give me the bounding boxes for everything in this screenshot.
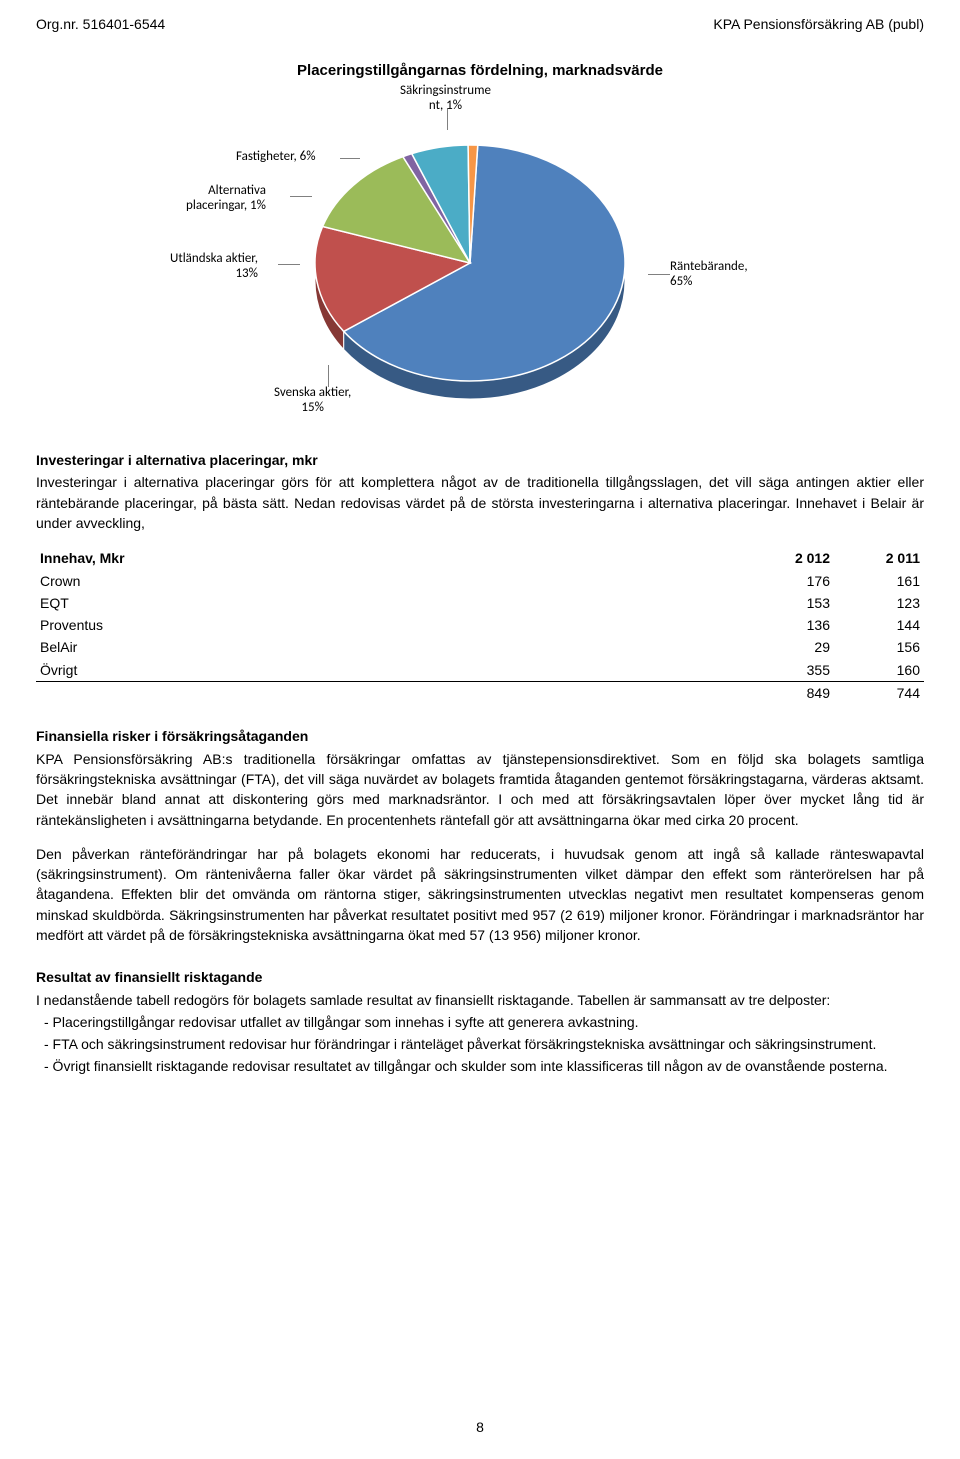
col-name: Innehav, Mkr (36, 547, 744, 569)
pie-label-svenska-aktier: Svenska aktier,15% (274, 386, 351, 416)
section1-body: Investeringar i alternativa placeringar … (36, 472, 924, 533)
table-row: Proventus 136 144 (36, 614, 924, 636)
section3-intro: I nedanstående tabell redogörs för bolag… (36, 990, 924, 1010)
table-row: Övrigt 355 160 (36, 659, 924, 682)
table-row: EQT 153 123 (36, 592, 924, 614)
org-number: Org.nr. 516401-6544 (36, 14, 165, 34)
holdings-table: Innehav, Mkr 2 012 2 011 Crown 176 161 E… (36, 547, 924, 704)
page-number: 8 (0, 1417, 960, 1437)
bullet-3: - Övrigt finansiellt risktagande redovis… (44, 1056, 924, 1076)
bullet-1: - Placeringstillgångar redovisar utfalle… (44, 1012, 924, 1032)
chart-title: Placeringstillgångarnas fördelning, mark… (36, 60, 924, 82)
table-header-row: Innehav, Mkr 2 012 2 011 (36, 547, 924, 569)
table-row: BelAir 29 156 (36, 636, 924, 658)
table-total-row: 849 744 (36, 682, 924, 705)
pie-label-alternativa: Alternativaplaceringar, 1% (186, 184, 266, 214)
pie-label-rantebarande: Räntebärande,65% (670, 260, 748, 290)
bullet-2: - FTA och säkringsinstrument redovisar h… (44, 1034, 924, 1054)
pie-label-sakring: Säkringsinstrument, 1% (400, 84, 491, 114)
section2-p2: Den påverkan ränteförändringar har på bo… (36, 844, 924, 945)
col-2012: 2 012 (744, 547, 834, 569)
section3-heading: Resultat av finansiellt risktagande (36, 967, 924, 987)
section1-heading: Investeringar i alternativa placeringar,… (36, 450, 924, 470)
table-row: Crown 176 161 (36, 570, 924, 592)
section2-p1: KPA Pensionsförsäkring AB:s traditionell… (36, 749, 924, 830)
company-name: KPA Pensionsförsäkring AB (publ) (713, 14, 924, 34)
pie-label-fastigheter: Fastigheter, 6% (236, 150, 316, 165)
section2-heading: Finansiella risker i försäkringsåtagande… (36, 726, 924, 746)
pie-chart: Räntebärande,65% Svenska aktier,15% Utlä… (160, 88, 800, 428)
page-header: Org.nr. 516401-6544 KPA Pensionsförsäkri… (36, 14, 924, 34)
col-2011: 2 011 (834, 547, 924, 569)
pie-label-utlandska-aktier: Utländska aktier,13% (170, 252, 258, 282)
